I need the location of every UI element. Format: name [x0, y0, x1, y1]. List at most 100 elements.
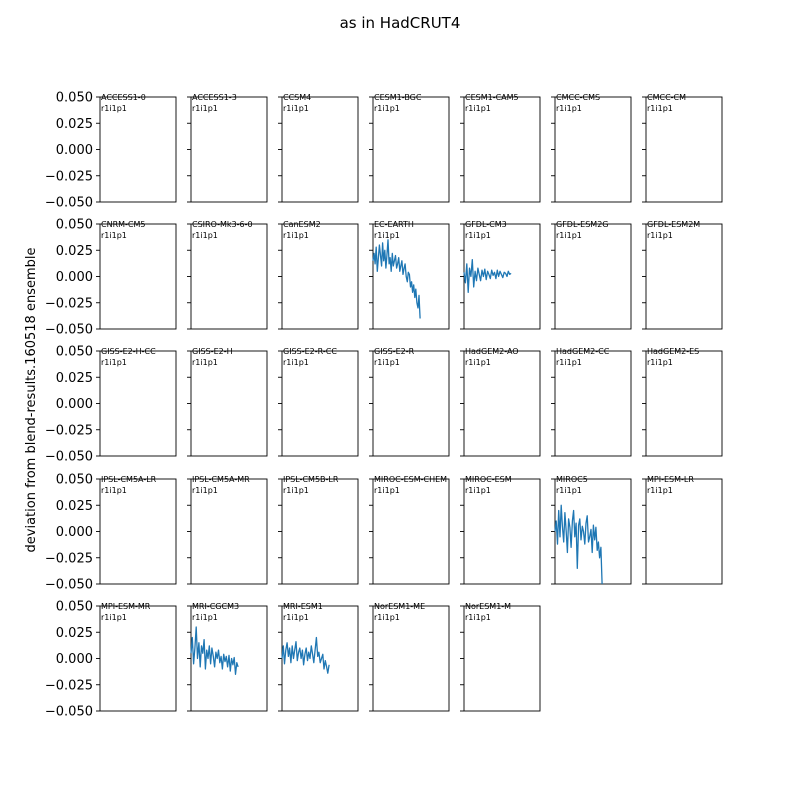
panel-run-label: r1i1p1: [556, 231, 582, 240]
series-line: [463, 259, 512, 293]
y-tick-label: −0.050: [45, 450, 93, 465]
panel: GFDL-ESM2M r1i1p1: [642, 220, 723, 330]
panel: 0.050 0.025 0.000 −0.025 −0.050 ACCESS1-0 r1i1…: [45, 91, 177, 211]
panel: CESM1-CAM5 r1i1p1: [460, 93, 541, 203]
panel-model-label: CESM1-BGC: [374, 93, 422, 102]
y-tick-label: −0.025: [45, 678, 93, 693]
panel: MIROC-ESM r1i1p1: [460, 475, 541, 585]
series-line: [190, 626, 239, 675]
y-tick-label: 0.050: [56, 218, 93, 233]
panel-model-label: ACCESS1-0: [101, 93, 146, 102]
panel: MIROC5 r1i1p1: [551, 475, 632, 585]
panel: CMCC-CMS r1i1p1: [551, 93, 632, 203]
y-tick-label: −0.025: [45, 296, 93, 311]
panel: CCSM4 r1i1p1: [278, 93, 359, 203]
panel-run-label: r1i1p1: [465, 231, 491, 240]
panel: 0.050 0.025 0.000 −0.025 −0.050 CNRM-CM5 r1i1p…: [45, 218, 177, 338]
panel-model-label: HadGEM2-ES: [647, 347, 699, 356]
panel-model-label: GFDL-CM3: [465, 220, 507, 229]
panel: CSIRO-Mk3-6-0 r1i1p1: [187, 220, 268, 330]
panel-run-label: r1i1p1: [374, 231, 400, 240]
panel: NorESM1-M r1i1p1: [460, 602, 541, 712]
panel-run-label: r1i1p1: [465, 104, 491, 113]
y-tick-label: 0.050: [56, 345, 93, 360]
panel-run-label: r1i1p1: [283, 613, 309, 622]
panel-run-label: r1i1p1: [192, 358, 218, 367]
panel: 0.050 0.025 0.000 −0.025 −0.050 IPSL-CM5A-LR r…: [45, 473, 177, 593]
panel-model-label: MPI-ESM-MR: [101, 602, 151, 611]
panel-model-label: GISS-E2-H-CC: [101, 347, 156, 356]
panel: HadGEM2-CC r1i1p1: [551, 347, 632, 457]
y-tick-label: −0.025: [45, 551, 93, 566]
y-tick-label: 0.025: [56, 499, 93, 514]
panel-model-label: GFDL-ESM2G: [556, 220, 609, 229]
panel-model-label: MRI-CGCM3: [192, 602, 239, 611]
y-tick-label: −0.050: [45, 196, 93, 211]
panel-model-label: CCSM4: [283, 93, 311, 102]
panel-model-label: CNRM-CM5: [101, 220, 146, 229]
y-tick-label: 0.000: [56, 525, 93, 540]
panel-run-label: r1i1p1: [192, 231, 218, 240]
panel: 0.050 0.025 0.000 −0.025 −0.050 MPI-ESM-MR r1i…: [45, 600, 177, 720]
y-tick-label: −0.025: [45, 423, 93, 438]
panel: CESM1-BGC r1i1p1: [369, 93, 450, 203]
panel-model-label: MPI-ESM-LR: [647, 475, 694, 484]
panel-model-label: IPSL-CM5B-LR: [283, 475, 339, 484]
panel-run-label: r1i1p1: [556, 358, 582, 367]
panel: EC-EARTH r1i1p1: [369, 220, 450, 330]
panel-model-label: MIROC-ESM: [465, 475, 512, 484]
y-tick-label: 0.025: [56, 117, 93, 132]
panel: CMCC-CM r1i1p1: [642, 93, 723, 203]
y-tick-label: 0.050: [56, 473, 93, 488]
panel-run-label: r1i1p1: [374, 104, 400, 113]
panel-run-label: r1i1p1: [465, 358, 491, 367]
panel-run-label: r1i1p1: [101, 358, 127, 367]
y-tick-label: 0.000: [56, 143, 93, 158]
panel-run-label: r1i1p1: [283, 104, 309, 113]
panel-run-label: r1i1p1: [647, 231, 673, 240]
panel-model-label: ACCESS1-3: [192, 93, 237, 102]
panel-run-label: r1i1p1: [283, 358, 309, 367]
panel-model-label: CSIRO-Mk3-6-0: [192, 220, 253, 229]
panel-run-label: r1i1p1: [192, 104, 218, 113]
series-line: [281, 636, 330, 674]
panel-model-label: NorESM1-M: [465, 602, 511, 611]
panel-model-label: GISS-E2-R-CC: [283, 347, 337, 356]
panel: MPI-ESM-LR r1i1p1: [642, 475, 723, 585]
panel-model-label: CanESM2: [283, 220, 321, 229]
panel-run-label: r1i1p1: [101, 613, 127, 622]
panel-run-label: r1i1p1: [374, 358, 400, 367]
panel: IPSL-CM5B-LR r1i1p1: [278, 475, 359, 585]
panel: GFDL-ESM2G r1i1p1: [551, 220, 632, 330]
panel-model-label: CMCC-CMS: [556, 93, 600, 102]
panel-model-label: MIROC-ESM-CHEM: [374, 475, 447, 484]
panel-run-label: r1i1p1: [465, 613, 491, 622]
panel: MIROC-ESM-CHEM r1i1p1: [369, 475, 450, 585]
y-tick-label: 0.025: [56, 244, 93, 259]
panel-run-label: r1i1p1: [647, 104, 673, 113]
panel: NorESM1-ME r1i1p1: [369, 602, 450, 712]
panel-run-label: r1i1p1: [283, 231, 309, 240]
panel: HadGEM2-ES r1i1p1: [642, 347, 723, 457]
panel: GISS-E2-H r1i1p1: [187, 347, 268, 457]
panel-model-label: EC-EARTH: [374, 220, 414, 229]
series-line: [372, 239, 421, 319]
y-tick-label: 0.050: [56, 600, 93, 615]
panel-run-label: r1i1p1: [101, 231, 127, 240]
panel: ACCESS1-3 r1i1p1: [187, 93, 268, 203]
panel: GISS-E2-R-CC r1i1p1: [278, 347, 359, 457]
panel-run-label: r1i1p1: [283, 486, 309, 495]
y-tick-label: 0.050: [56, 91, 93, 106]
panel-model-label: IPSL-CM5A-LR: [101, 475, 157, 484]
panel: GISS-E2-R r1i1p1: [369, 347, 450, 457]
panel-model-label: IPSL-CM5A-MR: [192, 475, 250, 484]
panel: 0.050 0.025 0.000 −0.025 −0.050 GISS-E2-H-CC r…: [45, 345, 177, 465]
panel-model-label: MRI-ESM1: [283, 602, 323, 611]
panel-model-label: GISS-E2-H: [192, 347, 233, 356]
panel: MRI-ESM1 r1i1p1: [278, 602, 359, 712]
panel-run-label: r1i1p1: [374, 613, 400, 622]
panel-run-label: r1i1p1: [465, 486, 491, 495]
panel-model-label: MIROC5: [556, 475, 588, 484]
panel-model-label: HadGEM2-AO: [465, 347, 519, 356]
